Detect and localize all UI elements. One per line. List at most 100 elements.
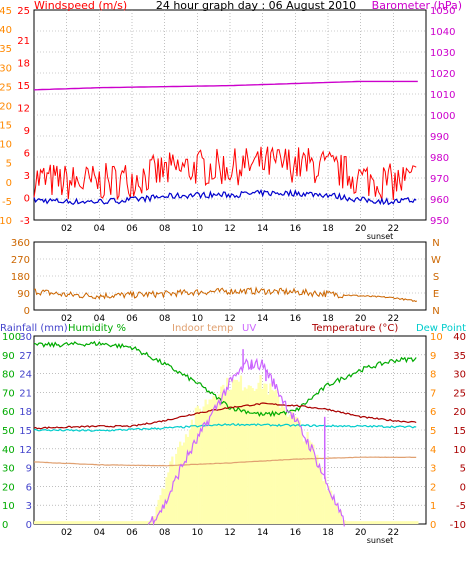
- solar-bar: [337, 512, 341, 524]
- solar-bar: [275, 389, 278, 524]
- solar-bar: [77, 521, 80, 524]
- y-tick-windspeed-ms: 30: [0, 63, 12, 74]
- solar-bar: [69, 521, 72, 524]
- compass-label: S: [433, 272, 439, 283]
- solar-bar: [412, 521, 415, 524]
- solar-bar: [406, 521, 409, 524]
- compass-label: W: [431, 255, 441, 266]
- x-tick-label: 10: [192, 224, 204, 234]
- solar-bar: [100, 521, 103, 524]
- solar-bar: [94, 521, 98, 524]
- solar-bar: [83, 521, 86, 524]
- solar-bar: [271, 389, 274, 524]
- y-tick-temperature: 40: [453, 332, 466, 343]
- solar-bar: [304, 439, 307, 524]
- humidity-line: [33, 340, 417, 418]
- y-tick-windspeed: 6: [24, 149, 30, 160]
- y-tick-windspeed-ms: 45: [0, 6, 12, 17]
- x-tick-label: 14: [257, 314, 269, 324]
- y-tick-rainfall: 3: [26, 501, 32, 512]
- solar-bar: [292, 415, 295, 524]
- solar-bar: [361, 521, 364, 524]
- barometer-line: [33, 80, 418, 91]
- x-tick-label: 04: [94, 224, 106, 234]
- y-tick-temperature: 5: [460, 464, 466, 475]
- sunset-label-bot: sunset: [367, 536, 394, 545]
- solar-bar: [279, 407, 282, 524]
- solar-bar: [108, 521, 111, 524]
- solar-bar: [137, 521, 141, 524]
- solar-bar: [216, 399, 219, 524]
- y-tick-uv-scale: 0: [430, 520, 436, 531]
- y-tick-windspeed-ms: -10: [0, 216, 12, 227]
- y-tick-windspeed-ms: -5: [2, 197, 12, 208]
- x-tick-label: 20: [355, 314, 367, 324]
- solar-bar: [34, 521, 37, 524]
- solar-bar: [202, 406, 205, 524]
- y-tick-uv-scale: 2: [430, 482, 436, 493]
- solar-bar: [369, 521, 372, 524]
- solar-bar: [314, 456, 317, 524]
- legend-rainfall: Rainfall (mm): [0, 323, 68, 334]
- x-tick-label: 18: [322, 224, 334, 234]
- solar-bar: [284, 412, 288, 524]
- solar-bar: [404, 521, 407, 524]
- y-tick-humidity: 60: [2, 407, 15, 418]
- solar-bar: [124, 521, 127, 524]
- y-tick-barometer: 960: [430, 195, 449, 206]
- y-tick-temperature: 30: [453, 370, 466, 381]
- solar-bar: [186, 436, 190, 524]
- solar-bar: [61, 521, 64, 524]
- solar-bar: [265, 383, 268, 524]
- solar-bar: [65, 521, 68, 524]
- x-tick-label: 02: [61, 224, 72, 234]
- solar-bar: [57, 521, 60, 524]
- solar-bar: [88, 521, 92, 524]
- solar-bar: [349, 521, 352, 524]
- y-tick-windspeed-ms: 35: [0, 44, 12, 55]
- y-tick-rainfall: 18: [19, 407, 32, 418]
- solar-bar: [59, 521, 62, 524]
- solar-bar: [226, 377, 229, 524]
- solar-bar: [359, 521, 362, 524]
- solar-bar: [177, 447, 180, 524]
- y-tick-rainfall: 0: [26, 520, 32, 531]
- solar-bar: [214, 397, 217, 524]
- y-tick-direction: 270: [11, 255, 30, 266]
- solar-bar: [47, 521, 50, 524]
- solar-bar: [312, 444, 315, 524]
- uv-line: [147, 357, 345, 527]
- solar-bar: [181, 445, 184, 524]
- y-tick-humidity: 50: [2, 426, 15, 437]
- x-tick-label: 02: [61, 314, 72, 324]
- solar-bar: [130, 521, 133, 524]
- solar-bar: [294, 416, 297, 524]
- solar-bar: [51, 521, 54, 524]
- solar-bar: [259, 375, 262, 524]
- solar-bar: [75, 521, 78, 524]
- legend-uv: UV: [242, 323, 256, 334]
- solar-bar: [39, 521, 43, 524]
- solar-bar: [402, 521, 405, 524]
- y-tick-temperature: 35: [453, 351, 466, 362]
- y-tick-direction: 90: [17, 289, 30, 300]
- solar-bar: [145, 521, 148, 524]
- solar-bar: [49, 521, 52, 524]
- solar-bar: [92, 521, 96, 524]
- y-tick-humidity: 70: [2, 388, 15, 399]
- solar-bar: [106, 521, 109, 524]
- y-tick-barometer: 1020: [430, 69, 455, 80]
- compass-label: N: [432, 238, 439, 249]
- y-tick-barometer: 970: [430, 174, 449, 185]
- x-tick-label: 22: [388, 528, 399, 538]
- solar-bar: [367, 521, 370, 524]
- x-tick-label: 16: [290, 314, 302, 324]
- solar-bar: [249, 385, 252, 524]
- solar-bar: [357, 521, 360, 524]
- legend-dew-point: Dew Point: [416, 323, 466, 334]
- solar-bar: [63, 521, 66, 524]
- solar-bar: [165, 477, 168, 524]
- x-tick-label: 04: [94, 528, 106, 538]
- x-tick-label: 02: [61, 528, 72, 538]
- solar-bar: [302, 441, 305, 524]
